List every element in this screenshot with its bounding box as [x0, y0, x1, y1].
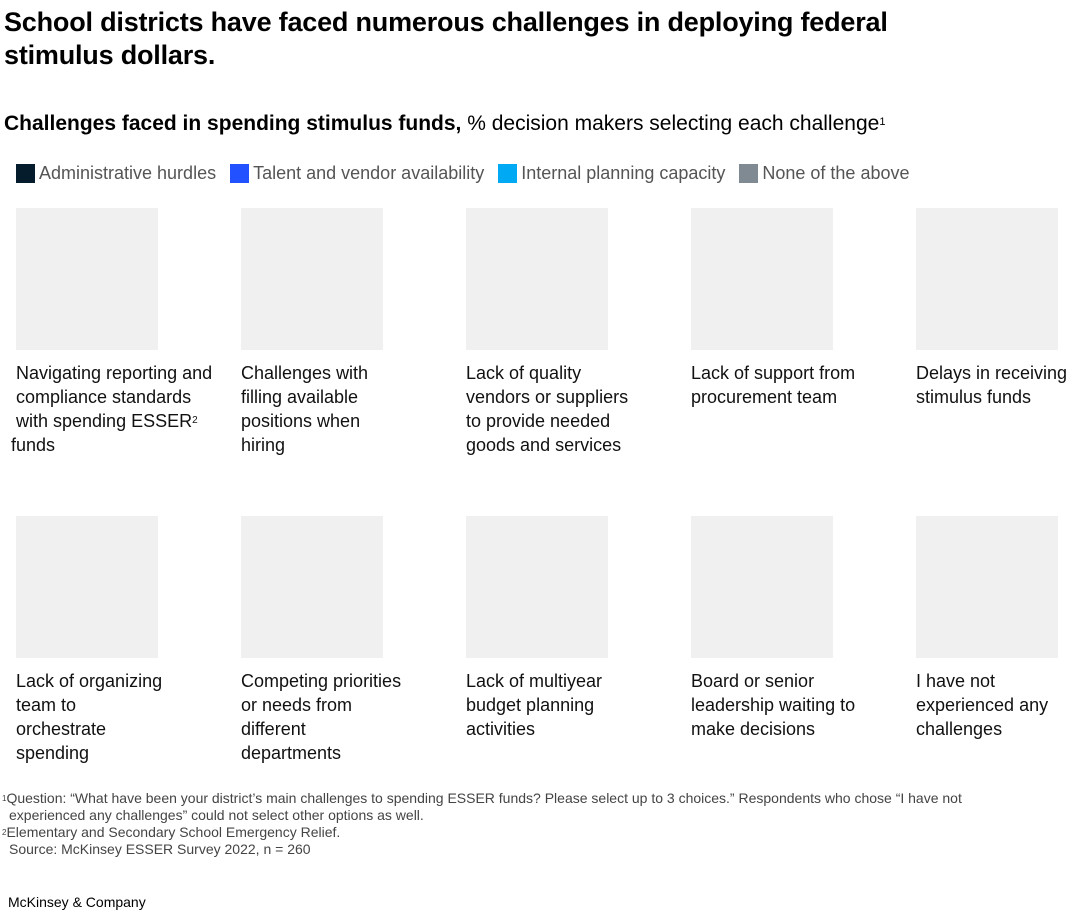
waffle-grid	[241, 516, 383, 658]
footnote-marker: 2	[2, 828, 7, 837]
legend-item-none: None of the above	[739, 163, 910, 184]
challenge-tile: Lack of support from procurement team	[691, 208, 916, 409]
challenge-label: Lack of quality vendors or suppliers to …	[466, 363, 629, 455]
subtitle-rest: % decision makers selecting each challen…	[461, 112, 880, 135]
footnote-1-continued: experienced any challenges” could not se…	[9, 807, 424, 823]
challenge-label: Challenges with filling available positi…	[241, 363, 369, 455]
challenge-tile: Lack of organizing team to orchestrate s…	[16, 516, 241, 765]
challenge-tile: Competing priorities or needs from diffe…	[241, 516, 466, 765]
waffle-grid	[466, 208, 608, 350]
footnotes: 1Question: “What have been your district…	[2, 790, 1062, 858]
challenge-label: Delays in receiving stimulus funds	[916, 363, 1068, 407]
legend-swatch-icon	[230, 164, 250, 183]
challenge-tile: Board or senior leadership waiting to ma…	[691, 516, 916, 741]
footnote-marker: 2	[192, 415, 198, 426]
challenge-tile: Challenges with filling available positi…	[241, 208, 466, 457]
subtitle-footnote-marker: 1	[879, 116, 886, 128]
waffle-grid	[691, 208, 833, 350]
challenge-label: Lack of multiyear budget planning activi…	[466, 671, 603, 739]
waffle-grid	[16, 516, 158, 658]
challenge-label: I have not experienced any challenges	[916, 671, 1049, 739]
challenge-tile: Lack of multiyear budget planning activi…	[466, 516, 691, 741]
footnote-marker: 1	[2, 794, 7, 803]
challenge-label: Competing priorities or needs from diffe…	[241, 671, 402, 763]
challenge-label: Lack of support from procurement team	[691, 363, 856, 407]
challenge-tile: Navigating reporting and compliance stan…	[11, 208, 241, 457]
legend-item-talent-vendor: Talent and vendor availability	[230, 163, 484, 184]
legend-swatch-icon	[16, 164, 35, 183]
challenge-tile: Lack of quality vendors or suppliers to …	[466, 208, 691, 457]
legend-item-internal-planning: Internal planning capacity	[498, 163, 725, 184]
waffle-grid	[916, 208, 1058, 350]
waffle-grid	[691, 516, 833, 658]
legend-label: Internal planning capacity	[521, 163, 726, 183]
waffle-grid	[916, 516, 1058, 658]
chart-title: School districts have faced numerous cha…	[4, 7, 888, 70]
challenge-label: Board or senior leadership waiting to ma…	[691, 671, 856, 739]
footnote-text: Elementary and Secondary School Emergenc…	[6, 824, 341, 840]
challenge-label: Lack of organizing team to orchestrate s…	[16, 671, 163, 763]
legend-item-administrative-hurdles: Administrative hurdles	[16, 163, 216, 184]
challenge-label: Navigating reporting and compliance stan…	[11, 361, 216, 457]
challenge-tile: I have not experienced any challenges	[916, 516, 1080, 741]
legend-swatch-icon	[498, 164, 518, 183]
label-text: Navigating reporting and compliance stan…	[16, 363, 213, 431]
legend-label: Talent and vendor availability	[253, 163, 485, 183]
waffle-grid	[241, 208, 383, 350]
footnote-1: 1Question: “What have been your district…	[2, 790, 1062, 807]
challenge-tile: Delays in receiving stimulus funds	[916, 208, 1080, 409]
legend-label: None of the above	[762, 163, 910, 183]
footnote-text: Question: “What have been your district’…	[6, 790, 962, 806]
subtitle-bold: Challenges faced in spending stimulus fu…	[4, 112, 462, 135]
label-tail: funds	[11, 435, 56, 455]
legend-label: Administrative hurdles	[39, 163, 217, 183]
waffle-grid	[16, 208, 158, 350]
brand-logo: McKinsey & Company	[8, 894, 146, 910]
legend: Administrative hurdles Talent and vendor…	[16, 163, 924, 184]
footnote-2: 2Elementary and Secondary School Emergen…	[2, 824, 1062, 841]
chart-subtitle: Challenges faced in spending stimulus fu…	[4, 110, 885, 138]
source-note: Source: McKinsey ESSER Survey 2022, n = …	[9, 841, 311, 857]
waffle-grid	[466, 516, 608, 658]
legend-swatch-icon	[739, 164, 759, 183]
